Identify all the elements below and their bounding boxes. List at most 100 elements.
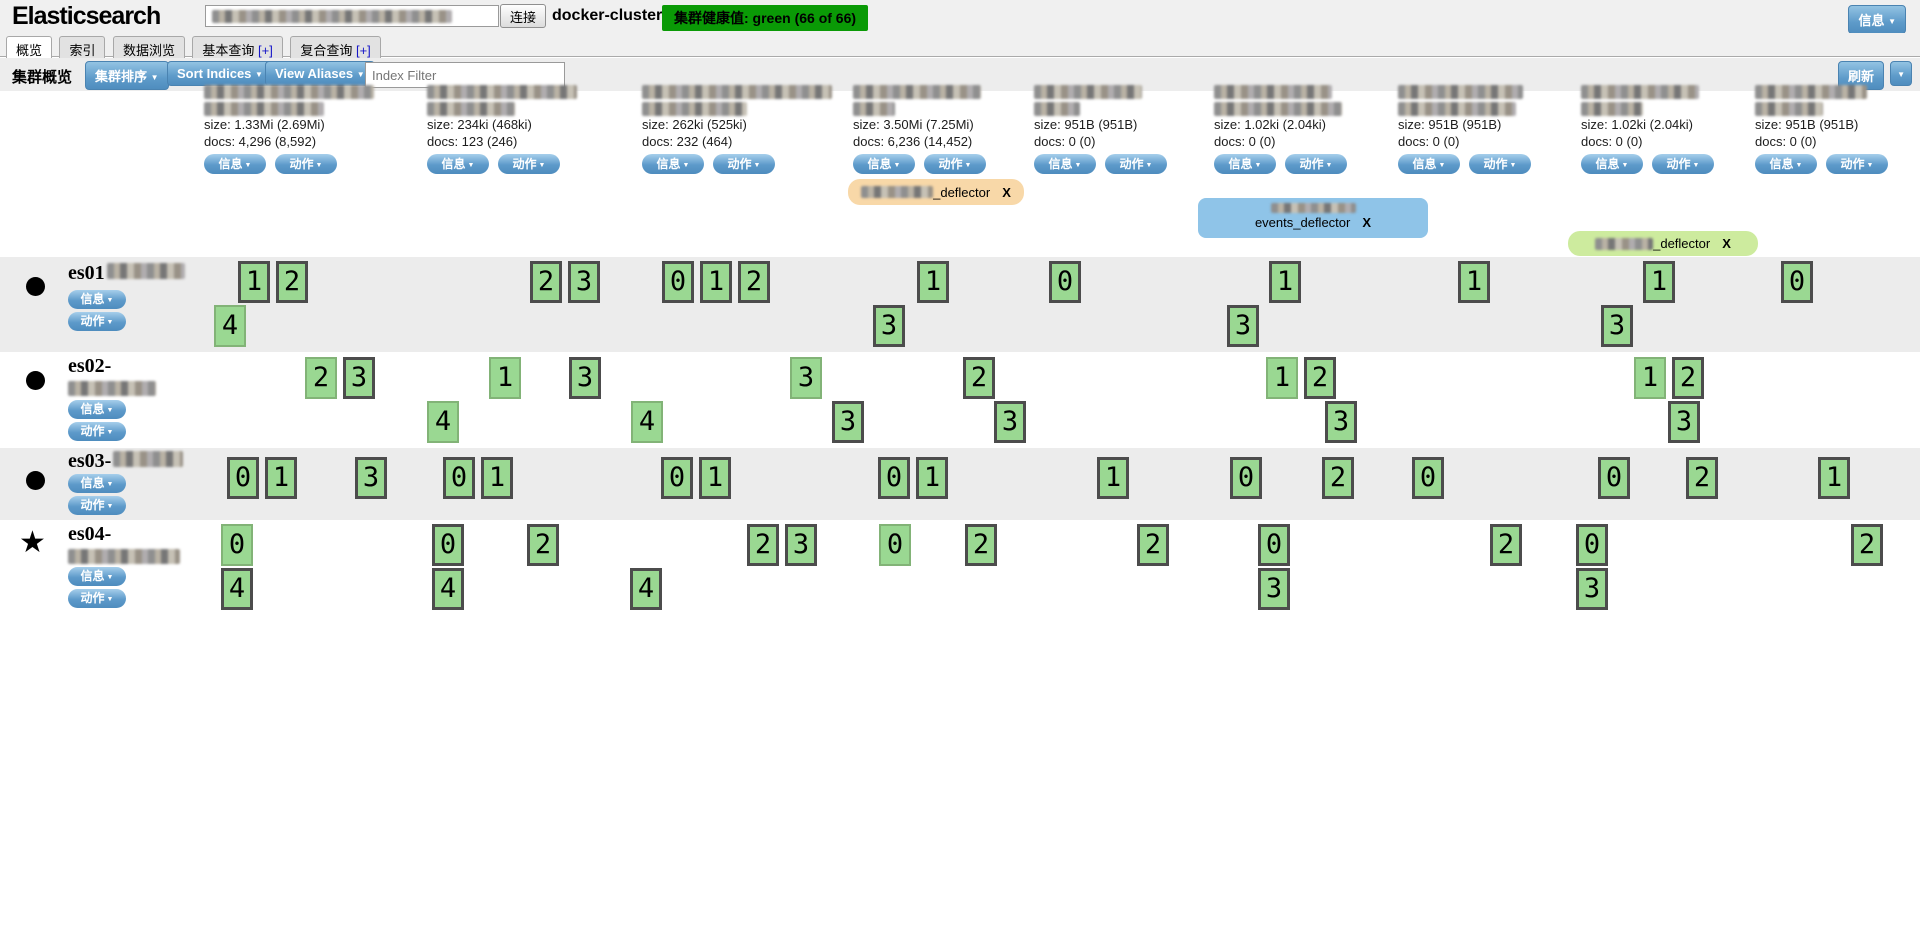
shard-box[interactable]: 3: [1325, 401, 1357, 443]
shard-box[interactable]: 1: [481, 457, 513, 499]
shard-box[interactable]: 1: [238, 261, 270, 303]
shard-box[interactable]: 4: [427, 401, 459, 443]
shard-box[interactable]: 0: [879, 524, 911, 566]
node-actions-button[interactable]: 动作 ▼: [68, 496, 126, 515]
index-actions-button[interactable]: 动作 ▼: [713, 154, 775, 174]
shard-box[interactable]: 3: [790, 357, 822, 399]
alias-close-button[interactable]: X: [1362, 215, 1372, 230]
shard-box[interactable]: 2: [1851, 524, 1883, 566]
shard-box[interactable]: 1: [1097, 457, 1129, 499]
node-info-button[interactable]: 信息 ▼: [68, 567, 126, 586]
shard-box[interactable]: 1: [699, 457, 731, 499]
shard-box[interactable]: 2: [965, 524, 997, 566]
view-aliases-button[interactable]: View Aliases ▼: [265, 61, 375, 86]
shard-box[interactable]: 2: [747, 524, 779, 566]
shard-box[interactable]: 0: [1049, 261, 1081, 303]
index-info-button[interactable]: 信息 ▼: [204, 154, 266, 174]
shard-box[interactable]: 0: [227, 457, 259, 499]
alias-badge[interactable]: _deflector X: [1568, 231, 1758, 256]
index-filter-input[interactable]: [365, 62, 565, 88]
index-info-button[interactable]: 信息 ▼: [1755, 154, 1817, 174]
index-actions-button[interactable]: 动作 ▼: [1826, 154, 1888, 174]
shard-box[interactable]: 1: [489, 357, 521, 399]
alias-badge[interactable]: _deflector X: [848, 179, 1024, 205]
shard-box[interactable]: 4: [214, 305, 246, 347]
shard-box[interactable]: 3: [994, 401, 1026, 443]
shard-box[interactable]: 1: [1266, 357, 1298, 399]
shard-box[interactable]: 2: [1304, 357, 1336, 399]
shard-box[interactable]: 3: [569, 357, 601, 399]
index-info-button[interactable]: 信息 ▼: [1214, 154, 1276, 174]
info-dropdown-button[interactable]: 信息 ▼: [1848, 5, 1906, 34]
shard-box[interactable]: 0: [432, 524, 464, 566]
shard-box[interactable]: 1: [916, 457, 948, 499]
index-actions-button[interactable]: 动作 ▼: [275, 154, 337, 174]
shard-box[interactable]: 4: [631, 401, 663, 443]
shard-box[interactable]: 1: [917, 261, 949, 303]
shard-box[interactable]: 4: [630, 568, 662, 610]
shard-box[interactable]: 2: [530, 261, 562, 303]
shard-box[interactable]: 1: [1634, 357, 1666, 399]
shard-box[interactable]: 0: [1412, 457, 1444, 499]
cluster-sort-button[interactable]: 集群排序 ▼: [85, 61, 169, 90]
shard-box[interactable]: 2: [963, 357, 995, 399]
index-info-button[interactable]: 信息 ▼: [1398, 154, 1460, 174]
shard-box[interactable]: 2: [276, 261, 308, 303]
shard-box[interactable]: 3: [832, 401, 864, 443]
connect-button[interactable]: 连接: [500, 4, 546, 28]
alias-badge[interactable]: events_deflector X: [1198, 198, 1428, 238]
index-info-button[interactable]: 信息 ▼: [642, 154, 704, 174]
shard-box[interactable]: 3: [1668, 401, 1700, 443]
shard-box[interactable]: 2: [1322, 457, 1354, 499]
shard-box[interactable]: 0: [1230, 457, 1262, 499]
shard-box[interactable]: 3: [355, 457, 387, 499]
index-actions-button[interactable]: 动作 ▼: [1105, 154, 1167, 174]
shard-box[interactable]: 0: [1576, 524, 1608, 566]
refresh-interval-button[interactable]: ▼: [1890, 61, 1912, 86]
index-actions-button[interactable]: 动作 ▼: [924, 154, 986, 174]
shard-box[interactable]: 2: [1672, 357, 1704, 399]
shard-box[interactable]: 1: [1818, 457, 1850, 499]
node-info-button[interactable]: 信息 ▼: [68, 474, 126, 493]
alias-close-button[interactable]: X: [1002, 184, 1011, 200]
shard-box[interactable]: 2: [738, 261, 770, 303]
shard-box[interactable]: 3: [1227, 305, 1259, 347]
shard-box[interactable]: 1: [1643, 261, 1675, 303]
index-info-button[interactable]: 信息 ▼: [1581, 154, 1643, 174]
shard-box[interactable]: 2: [1137, 524, 1169, 566]
shard-box[interactable]: 3: [1601, 305, 1633, 347]
node-info-button[interactable]: 信息 ▼: [68, 400, 126, 419]
index-actions-button[interactable]: 动作 ▼: [498, 154, 560, 174]
index-info-button[interactable]: 信息 ▼: [427, 154, 489, 174]
node-info-button[interactable]: 信息 ▼: [68, 290, 126, 309]
index-actions-button[interactable]: 动作 ▼: [1469, 154, 1531, 174]
shard-box[interactable]: 4: [221, 568, 253, 610]
shard-box[interactable]: 0: [878, 457, 910, 499]
node-actions-button[interactable]: 动作 ▼: [68, 312, 126, 331]
shard-box[interactable]: 0: [1781, 261, 1813, 303]
shard-box[interactable]: 1: [700, 261, 732, 303]
shard-box[interactable]: 0: [221, 524, 253, 566]
node-actions-button[interactable]: 动作 ▼: [68, 589, 126, 608]
shard-box[interactable]: 3: [1258, 568, 1290, 610]
index-info-button[interactable]: 信息 ▼: [1034, 154, 1096, 174]
index-info-button[interactable]: 信息 ▼: [853, 154, 915, 174]
shard-box[interactable]: 0: [1258, 524, 1290, 566]
shard-box[interactable]: 2: [1490, 524, 1522, 566]
alias-close-button[interactable]: X: [1722, 236, 1731, 251]
shard-box[interactable]: 3: [568, 261, 600, 303]
shard-box[interactable]: 1: [1458, 261, 1490, 303]
shard-box[interactable]: 3: [1576, 568, 1608, 610]
node-actions-button[interactable]: 动作 ▼: [68, 422, 126, 441]
shard-box[interactable]: 1: [1269, 261, 1301, 303]
shard-box[interactable]: 1: [265, 457, 297, 499]
shard-box[interactable]: 0: [443, 457, 475, 499]
shard-box[interactable]: 2: [305, 357, 337, 399]
connection-url-input[interactable]: [205, 5, 499, 27]
shard-box[interactable]: 0: [661, 457, 693, 499]
shard-box[interactable]: 2: [1686, 457, 1718, 499]
shard-box[interactable]: 0: [662, 261, 694, 303]
shard-box[interactable]: 3: [343, 357, 375, 399]
shard-box[interactable]: 3: [785, 524, 817, 566]
shard-box[interactable]: 2: [527, 524, 559, 566]
